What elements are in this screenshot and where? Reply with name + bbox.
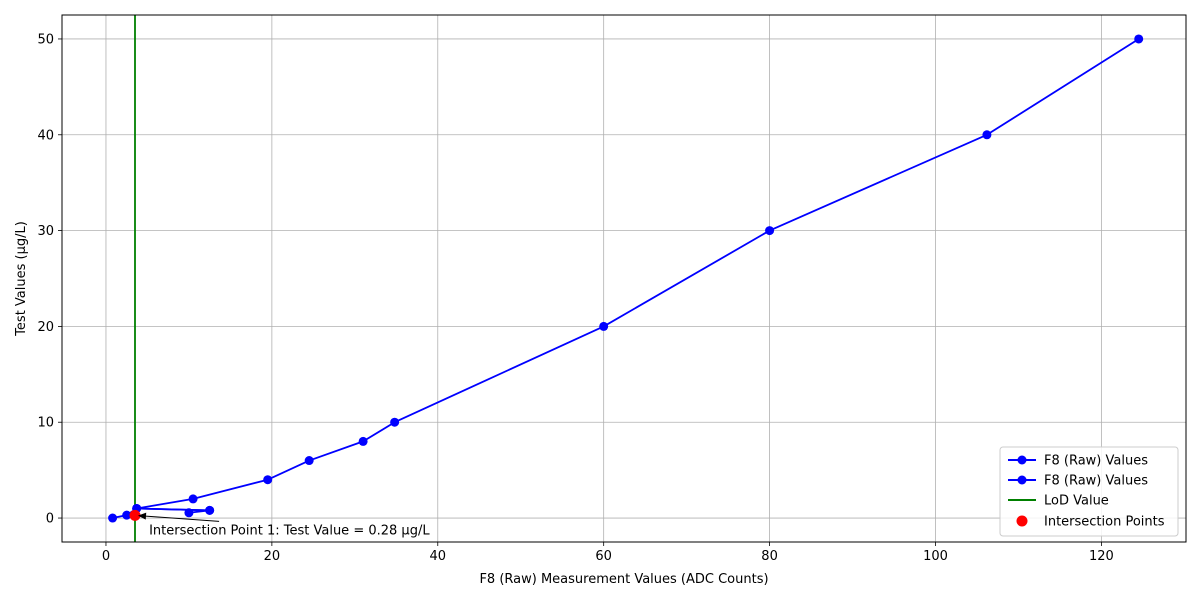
data-point (108, 513, 118, 523)
legend-marker-series-2 (1017, 475, 1027, 485)
legend-entry-series-1: F8 (Raw) Values (1008, 454, 1148, 469)
y-tick-label: 50 (37, 32, 54, 47)
x-tick-label: 80 (761, 549, 778, 564)
annotation-arrowhead (137, 512, 147, 520)
legend-entry-series-2: F8 (Raw) Values (1008, 474, 1148, 489)
series-group (108, 34, 1144, 523)
data-point (304, 456, 314, 466)
intersection-group (129, 509, 141, 521)
y-tick-label: 0 (46, 512, 54, 527)
x-tick-label: 100 (923, 549, 948, 564)
legend-entry-intersections: Intersection Points (1016, 515, 1165, 530)
legend-label-series-2: F8 (Raw) Values (1044, 474, 1148, 489)
x-axis-label: F8 (Raw) Measurement Values (ADC Counts) (479, 572, 768, 587)
x-axis-ticks: 0 20 40 60 80 100 120 (102, 542, 1114, 564)
y-axis-ticks: 0 10 20 30 40 50 (37, 32, 62, 527)
data-point (599, 321, 609, 331)
y-tick-label: 30 (37, 224, 54, 239)
legend-label-intersections: Intersection Points (1044, 515, 1165, 530)
grid (62, 15, 1186, 542)
x-tick-label: 20 (264, 549, 281, 564)
plot-frame (61, 14, 1187, 543)
legend-label-series-1: F8 (Raw) Values (1044, 454, 1148, 469)
data-point (1134, 34, 1144, 44)
data-point (765, 226, 775, 236)
x-tick-label: 40 (429, 549, 446, 564)
intersection-point (129, 509, 141, 521)
legend: F8 (Raw) Values F8 (Raw) Values LoD Valu… (999, 446, 1179, 537)
data-point (358, 436, 368, 446)
annotation-text: Intersection Point 1: Test Value = 0.28 … (149, 523, 430, 538)
x-tick-label: 120 (1089, 549, 1114, 564)
data-point (982, 130, 992, 140)
y-tick-label: 10 (37, 416, 54, 431)
data-point (122, 510, 132, 520)
series-line-2 (135, 38, 1140, 514)
x-tick-label: 0 (102, 549, 110, 564)
y-tick-label: 20 (37, 320, 54, 335)
data-point (184, 508, 194, 518)
data-point (205, 505, 215, 515)
x-tick-label: 60 (595, 549, 612, 564)
y-tick-label: 40 (37, 128, 54, 143)
annotation-group: Intersection Point 1: Test Value = 0.28 … (137, 512, 430, 538)
legend-marker-series-1 (1017, 455, 1027, 465)
y-axis-label: Test Values (µg/L) (14, 221, 29, 337)
legend-box (999, 446, 1179, 537)
legend-marker-intersections (1016, 515, 1028, 527)
data-point (390, 417, 400, 427)
data-point (188, 494, 198, 504)
annotation-arrow (143, 515, 220, 522)
legend-label-lod: LoD Value (1044, 494, 1109, 509)
data-point (263, 475, 273, 485)
legend-entry-lod: LoD Value (1008, 494, 1109, 509)
